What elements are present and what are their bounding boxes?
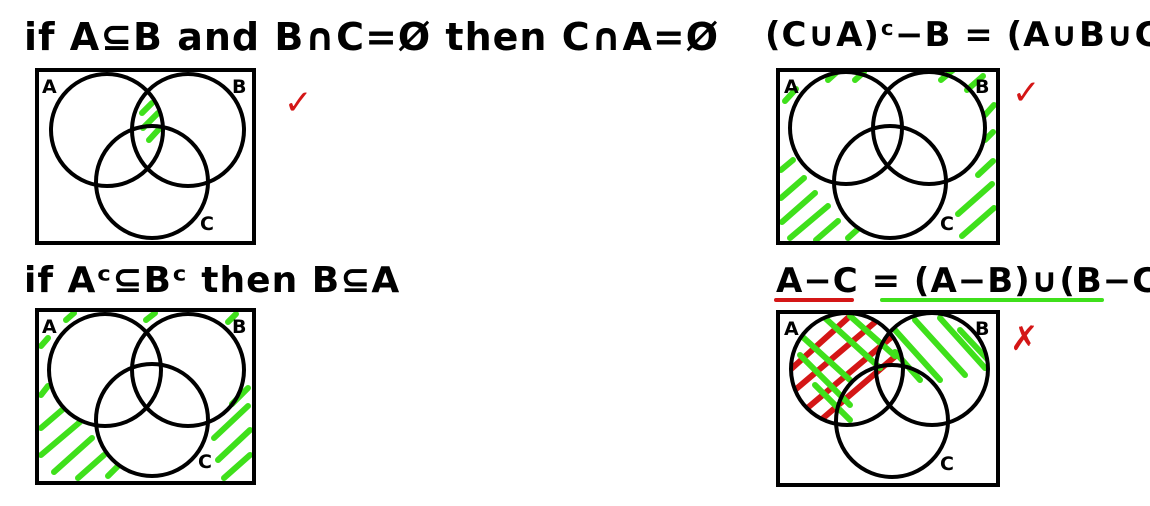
venn-2-label-a: A: [784, 76, 799, 98]
venn-1-label-b: B: [232, 76, 246, 98]
venn-1-circle-b: [130, 72, 246, 188]
venn-2-circle-c: [832, 124, 948, 240]
problem-4-cross-mark: ✗: [1010, 319, 1039, 359]
venn-1-universe-box: [35, 68, 256, 245]
venn-diagram-4: A B C: [776, 310, 1000, 487]
venn-4-circle-a: [789, 311, 905, 427]
venn-1-circle-a: [49, 72, 165, 188]
venn-3-circle-b: [130, 312, 246, 428]
venn-3-shading: [38, 310, 253, 481]
venn-4-label-b: B: [975, 318, 989, 340]
venn-2-universe-box: [776, 68, 1000, 245]
venn-4-green-a-shading: [792, 313, 898, 423]
problem-2-statement: (C∪A)ᶜ−B = (A∪B∪C)ᶜ: [765, 15, 1150, 55]
venn-diagram-2: A B C: [776, 68, 1000, 245]
problem-4-statement: A−C = (A−B)∪(B−C): [776, 261, 1150, 301]
venn-1-circle-c: [94, 124, 210, 240]
venn-3-label-c: C: [198, 451, 212, 473]
venn-diagram-3: A B C: [35, 308, 256, 485]
venn-2-label-c: C: [940, 213, 954, 235]
problem-3-statement: if Aᶜ⊆Bᶜ then B⊆A: [24, 260, 401, 301]
venn-2-label-b: B: [975, 76, 989, 98]
venn-4-circle-c: [834, 363, 950, 479]
venn-4-label-c: C: [940, 453, 954, 475]
problem-1-statement: if A⊆B and B∩C=Ø then C∩A=Ø: [24, 15, 720, 59]
problem-1-check-mark: ✓: [284, 83, 313, 123]
venn-3-label-a: A: [42, 316, 57, 338]
venn-3-circle-a: [47, 312, 163, 428]
venn-1-label-c: C: [200, 213, 214, 235]
venn-3-circle-c: [94, 362, 210, 478]
venn-3-universe-box: [35, 308, 256, 485]
venn-2-shading: [778, 70, 997, 243]
venn-1-label-a: A: [42, 76, 57, 98]
venn-4-universe-box: [776, 310, 1000, 487]
venn-3-label-b: B: [232, 316, 246, 338]
venn-diagram-1: A B C: [35, 68, 256, 245]
problem-2-check-mark: ✓: [1012, 73, 1041, 113]
venn-4-label-a: A: [784, 318, 799, 340]
